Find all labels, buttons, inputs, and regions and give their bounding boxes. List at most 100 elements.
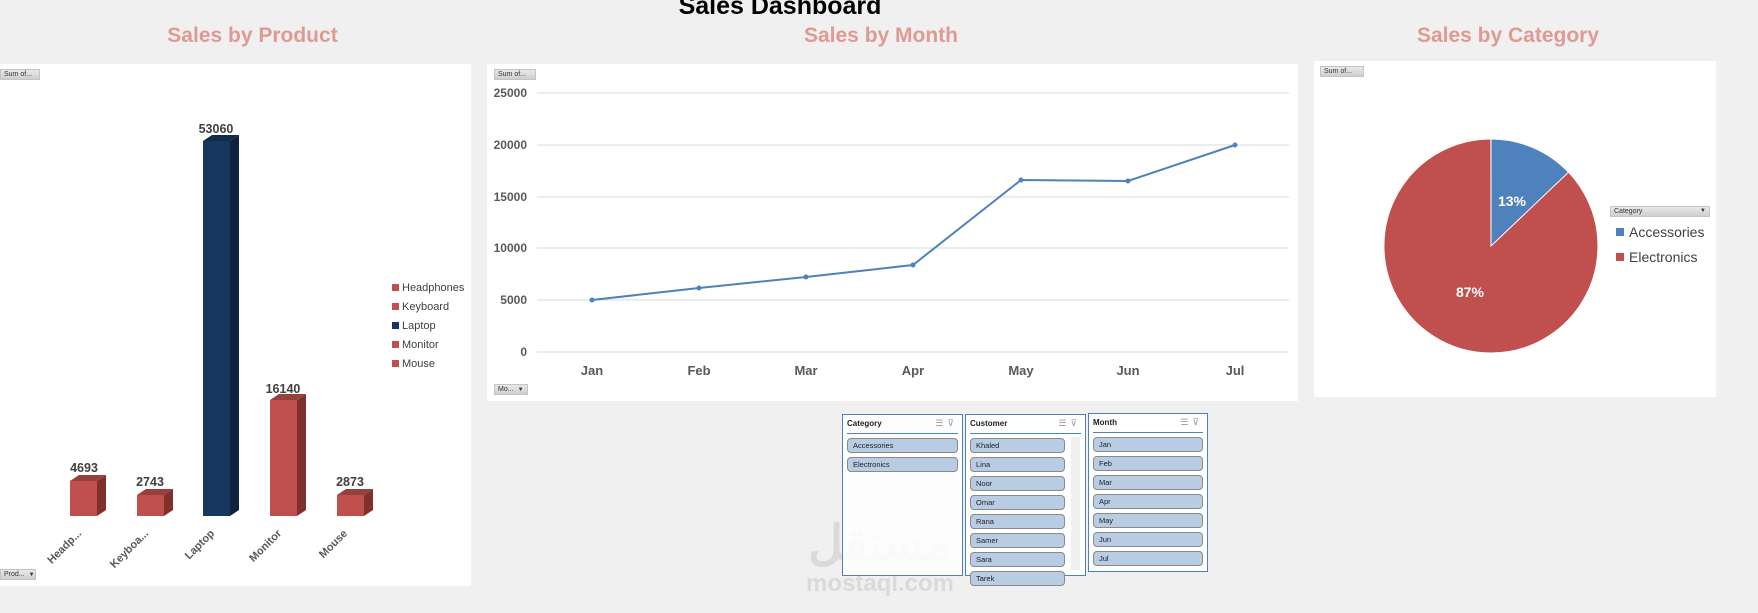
legend-swatch xyxy=(1616,227,1624,236)
svg-text:Jan: Jan xyxy=(581,363,603,378)
slicer-item-sara[interactable]: Sara xyxy=(970,552,1065,567)
slicer-header: Month ☰⊽ xyxy=(1093,414,1203,433)
legend-swatch xyxy=(392,284,399,291)
dropdown-arrow-icon: ▼ xyxy=(1700,208,1706,214)
product-bar-chart: 4693 2743 53060 16140 2873 xyxy=(45,122,373,571)
legend-field-label: Category xyxy=(1614,208,1643,215)
bar-headphones[interactable]: 4693 xyxy=(70,461,106,516)
legend-label: Accessories xyxy=(1629,223,1705,240)
svg-text:Apr: Apr xyxy=(902,363,924,378)
pie-slice-accessories[interactable] xyxy=(1490,138,1570,248)
legend-field-dropdown[interactable]: Category ▼ xyxy=(1610,206,1710,217)
legend-label: Mouse xyxy=(402,357,436,370)
slicer-item-lina[interactable]: Lina xyxy=(970,457,1065,472)
value-field-label: Sum of... xyxy=(1324,68,1353,75)
value-field-button[interactable]: Sum of... xyxy=(1320,66,1364,77)
clear-filter-icon[interactable]: ⊽ xyxy=(1070,418,1081,428)
svg-text:Feb: Feb xyxy=(687,363,710,378)
pie-label-electronics: 87% xyxy=(1456,284,1485,300)
multi-select-icon[interactable]: ☰ xyxy=(1180,417,1193,427)
legend-label: Laptop xyxy=(402,319,436,332)
svg-text:2743: 2743 xyxy=(136,475,164,489)
slicer-header: Customer ☰⊽ xyxy=(970,415,1081,434)
svg-text:Jul: Jul xyxy=(1226,363,1245,378)
pie-label-accessories: 13% xyxy=(1498,193,1527,209)
category-chart-title: Sales by Category xyxy=(1416,24,1600,47)
legend-item-keyboard: Keyboard xyxy=(392,297,464,316)
slicer-item-omar[interactable]: Omar xyxy=(970,495,1065,510)
bar-keyboard[interactable]: 2743 xyxy=(136,475,173,516)
sales-line[interactable] xyxy=(591,144,1236,301)
slicer-category[interactable]: Category ☰⊽ Accessories Electronics xyxy=(842,414,963,576)
slicer-item-mar[interactable]: Mar xyxy=(1093,475,1203,490)
category-legend: Accessories Electronics xyxy=(1616,219,1704,269)
slicer-title: Category xyxy=(847,419,882,428)
value-field-button[interactable]: Sum of... xyxy=(494,69,536,80)
legend-swatch xyxy=(392,341,399,348)
bar-laptop[interactable]: 53060 xyxy=(199,122,239,516)
svg-text:25000: 25000 xyxy=(494,86,528,100)
category-pie-chart: 13% 87% xyxy=(1383,138,1599,354)
bar-monitor[interactable]: 16140 xyxy=(266,382,306,516)
svg-text:5000: 5000 xyxy=(500,293,527,307)
month-chart-panel: Sum of... 25000 20000 15000 10000 5000 0… xyxy=(487,64,1298,401)
svg-text:2873: 2873 xyxy=(336,475,364,489)
slicer-item-feb[interactable]: Feb xyxy=(1093,456,1203,471)
svg-text:Monitor: Monitor xyxy=(247,527,285,565)
slicer-item-tarek[interactable]: Tarek xyxy=(970,571,1065,586)
multi-select-icon[interactable]: ☰ xyxy=(935,418,948,428)
svg-text:0: 0 xyxy=(520,345,527,359)
svg-text:May: May xyxy=(1008,363,1034,378)
legend-label: Keyboard xyxy=(402,300,450,313)
clear-filter-icon[interactable]: ⊽ xyxy=(947,418,958,428)
legend-item-headphones: Headphones xyxy=(392,278,464,297)
slicer-scrollbar[interactable] xyxy=(1071,437,1080,570)
dropdown-arrow-icon: ▼ xyxy=(517,387,524,393)
svg-text:53060: 53060 xyxy=(199,122,234,136)
slicer-item-may[interactable]: May xyxy=(1093,513,1203,528)
product-chart-panel: Sum of... 4693 2743 53060 16140 xyxy=(0,64,471,586)
legend-item-monitor: Monitor xyxy=(392,335,464,354)
legend-item-electronics: Electronics xyxy=(1616,244,1704,269)
svg-text:Jun: Jun xyxy=(1116,363,1139,378)
axis-field-label: Prod... xyxy=(4,571,25,578)
svg-text:4693: 4693 xyxy=(70,461,98,475)
slicer-item-accessories[interactable]: Accessories xyxy=(847,438,958,453)
slicer-item-noor[interactable]: Noor xyxy=(970,476,1065,491)
slicer-item-jul[interactable]: Jul xyxy=(1093,551,1203,566)
value-field-label: Sum of... xyxy=(4,71,33,78)
slicer-title: Month xyxy=(1093,418,1117,427)
month-line-chart: 25000 20000 15000 10000 5000 0 Jan Feb M… xyxy=(494,86,1289,378)
slicer-item-khaled[interactable]: Khaled xyxy=(970,438,1065,453)
svg-text:Mar: Mar xyxy=(794,363,817,378)
legend-swatch xyxy=(1616,252,1624,261)
slicer-header: Category ☰⊽ xyxy=(847,415,958,434)
axis-field-dropdown[interactable]: Mo... ▼ xyxy=(494,384,528,395)
y-axis-ticks: 25000 20000 15000 10000 5000 0 xyxy=(494,86,528,359)
slicer-item-jun[interactable]: Jun xyxy=(1093,532,1203,547)
gridlines xyxy=(537,92,1289,353)
slicer-item-rana[interactable]: Rana xyxy=(970,514,1065,529)
svg-text:16140: 16140 xyxy=(266,382,301,396)
slicer-item-samer[interactable]: Samer xyxy=(970,533,1065,548)
multi-select-icon[interactable]: ☰ xyxy=(1058,418,1071,428)
axis-field-dropdown[interactable]: Prod... ▼ xyxy=(0,569,36,580)
svg-text:15000: 15000 xyxy=(494,190,528,204)
slicer-customer[interactable]: Customer ☰⊽ Khaled Lina Noor Omar Rana S… xyxy=(965,414,1086,586)
value-field-button[interactable]: Sum of... xyxy=(0,69,40,80)
slicer-item-electronics[interactable]: Electronics xyxy=(847,457,958,472)
x-axis-labels: Jan Feb Mar Apr May Jun Jul xyxy=(581,363,1245,378)
data-points xyxy=(589,142,1238,303)
dashboard-title: Sales Dashboard xyxy=(678,0,882,20)
product-legend: Headphones Keyboard Laptop Monitor Mouse xyxy=(392,278,464,373)
slicer-item-jan[interactable]: Jan xyxy=(1093,437,1203,452)
legend-label: Monitor xyxy=(402,338,439,351)
bar-mouse[interactable]: 2873 xyxy=(336,475,373,516)
legend-label: Headphones xyxy=(402,281,465,294)
legend-swatch xyxy=(392,322,399,329)
legend-item-laptop: Laptop xyxy=(392,316,464,335)
slicer-month[interactable]: Month ☰⊽ Jan Feb Mar Apr May Jun Jul xyxy=(1088,413,1208,572)
product-chart-title: Sales by Product xyxy=(167,24,338,47)
clear-filter-icon[interactable]: ⊽ xyxy=(1192,417,1203,427)
slicer-item-apr[interactable]: Apr xyxy=(1093,494,1203,509)
